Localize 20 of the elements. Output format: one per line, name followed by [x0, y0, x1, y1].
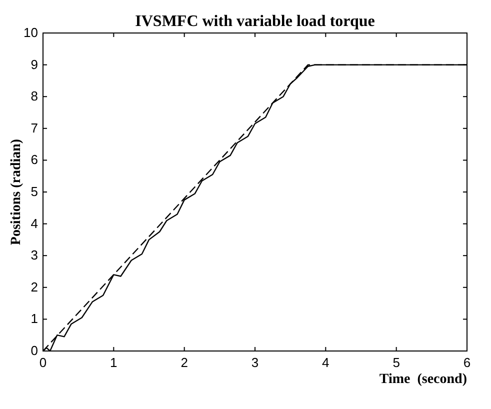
y-tick-label: 4 [30, 216, 38, 231]
y-tick-label: 5 [30, 184, 38, 199]
y-tick-label: 6 [30, 152, 38, 168]
x-tick-label: 3 [251, 355, 259, 370]
chart-title: IVSMFC with variable load torque [135, 13, 375, 30]
x-axis-title: Time (second) [379, 372, 468, 387]
x-tick-label: 2 [180, 355, 188, 370]
y-tick-label: 1 [30, 311, 38, 326]
x-tick-label: 1 [110, 355, 118, 370]
y-tick-label: 10 [24, 25, 38, 40]
y-tick-label: 2 [30, 279, 38, 294]
x-tick-label: 4 [322, 355, 330, 370]
x-tick-label: 6 [463, 355, 471, 370]
y-tick-label: 9 [30, 56, 38, 72]
y-tick-label: 7 [30, 120, 38, 136]
x-tick-label: 5 [392, 355, 400, 370]
y-tick-label: 8 [30, 88, 38, 104]
y-axis-title: Positions (radian) [9, 138, 24, 246]
y-tick-label: 0 [30, 343, 38, 358]
y-tick-label: 3 [30, 248, 38, 263]
